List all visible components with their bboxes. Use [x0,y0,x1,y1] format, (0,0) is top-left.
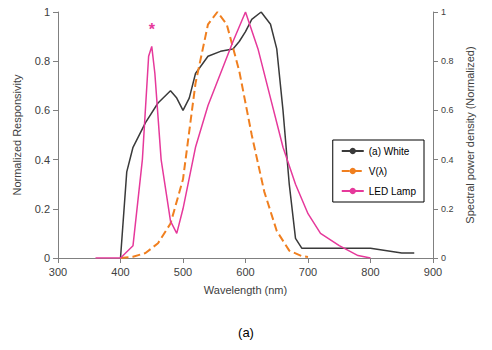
svg-text:0.6: 0.6 [35,104,50,116]
svg-text:*: * [149,21,156,38]
svg-text:Wavelength (nm): Wavelength (nm) [204,284,287,296]
svg-text:LED Lamp: LED Lamp [369,186,417,197]
svg-text:0: 0 [44,252,50,264]
svg-text:(a) White: (a) White [369,146,410,157]
svg-text:V(λ): V(λ) [369,166,387,177]
svg-text:500: 500 [174,266,192,278]
svg-text:600: 600 [236,266,254,278]
svg-text:0.4: 0.4 [441,155,454,165]
svg-text:Spectral power density (Normal: Spectral power density (Normalized) [464,46,476,223]
svg-text:(a): (a) [238,325,254,340]
svg-text:Normalized Responsivity: Normalized Responsivity [11,74,23,196]
svg-text:0.8: 0.8 [441,56,454,66]
svg-text:0: 0 [441,253,446,263]
svg-text:700: 700 [299,266,317,278]
svg-text:0.6: 0.6 [441,105,454,115]
svg-text:0.2: 0.2 [35,203,50,215]
svg-text:400: 400 [111,266,129,278]
svg-text:1: 1 [44,6,50,18]
svg-text:0.4: 0.4 [35,154,50,166]
svg-text:0.2: 0.2 [441,204,454,214]
svg-text:800: 800 [361,266,379,278]
svg-text:900: 900 [424,266,442,278]
svg-text:300: 300 [49,266,67,278]
svg-text:1: 1 [441,7,446,17]
svg-text:0.8: 0.8 [35,55,50,67]
